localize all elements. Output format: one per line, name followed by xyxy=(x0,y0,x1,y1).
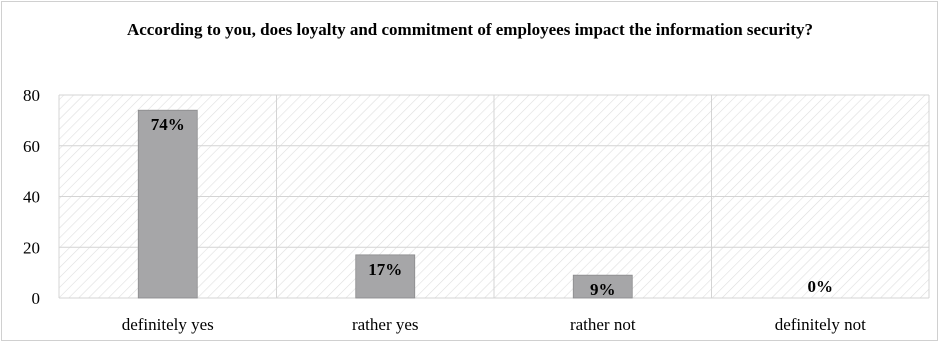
x-category-label: definitely not xyxy=(775,315,866,334)
x-category-label: rather not xyxy=(570,315,636,334)
x-axis-categories: definitely yes rather yes rather not defini… xyxy=(122,315,866,334)
data-label: 74% xyxy=(151,115,185,134)
data-label: 0% xyxy=(808,277,834,296)
y-axis-ticks: 0 20 40 60 80 xyxy=(23,86,40,308)
y-tick-label: 40 xyxy=(23,188,40,207)
y-tick-label: 20 xyxy=(23,238,40,257)
bar xyxy=(138,110,197,298)
x-category-label: rather yes xyxy=(352,315,419,334)
y-tick-label: 80 xyxy=(23,86,40,105)
y-tick-label: 0 xyxy=(32,289,41,308)
data-label: 9% xyxy=(590,280,616,299)
data-label: 17% xyxy=(368,260,402,279)
y-tick-label: 60 xyxy=(23,137,40,156)
x-category-label: definitely yes xyxy=(122,315,214,334)
